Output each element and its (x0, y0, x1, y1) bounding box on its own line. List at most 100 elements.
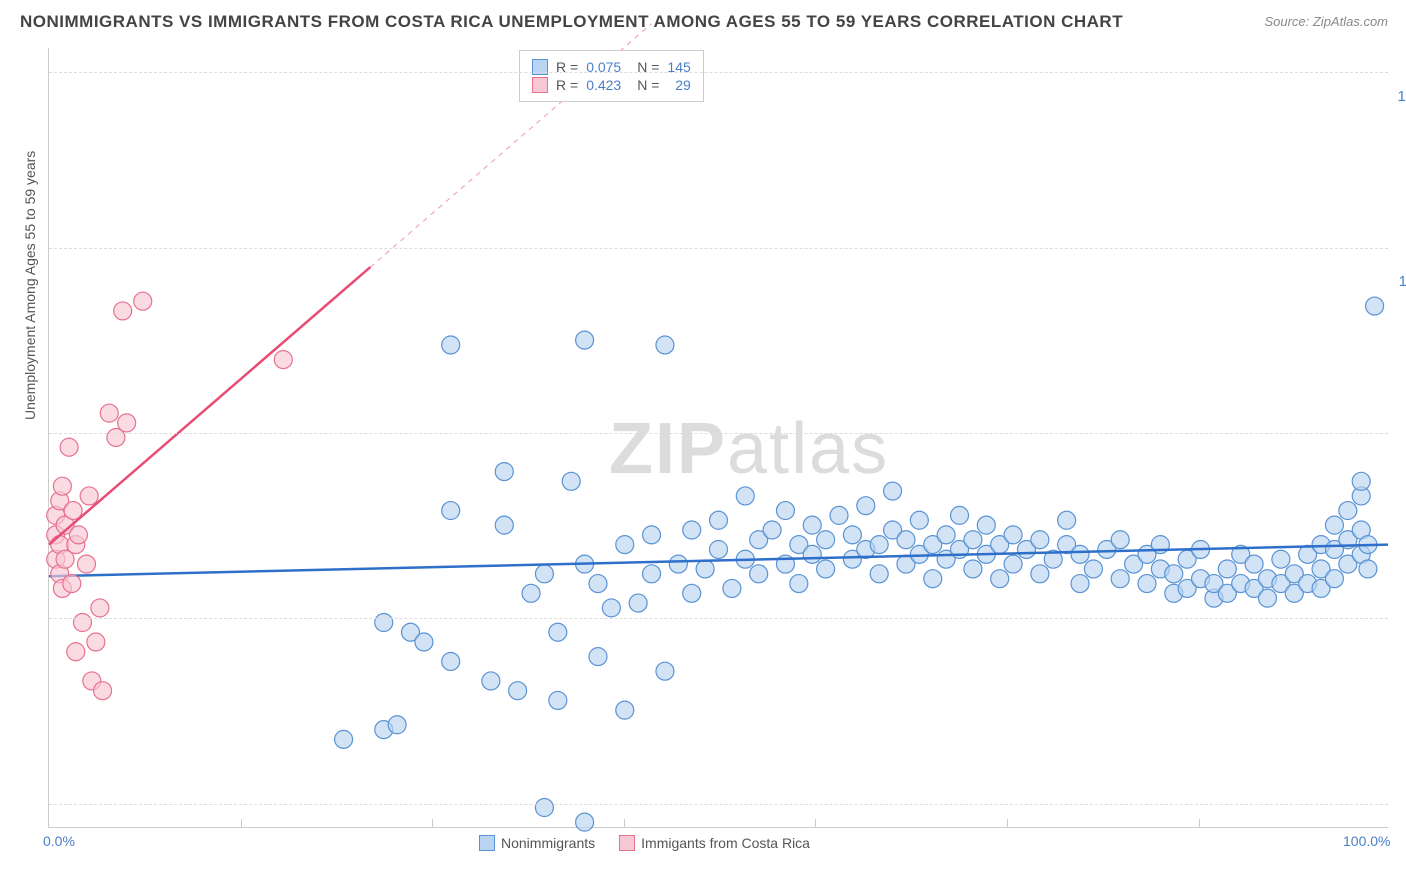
data-point (335, 730, 353, 748)
data-point (576, 331, 594, 349)
data-point (817, 560, 835, 578)
series-legend: Nonimmigrants Immigants from Costa Rica (479, 835, 810, 851)
data-point (589, 648, 607, 666)
data-point (442, 652, 460, 670)
data-point (629, 594, 647, 612)
data-point (1031, 565, 1049, 583)
data-point (790, 575, 808, 593)
data-point (1111, 570, 1129, 588)
chart-plot-area: ZIPatlas R =0.075N =145R =0.423N = 29 No… (48, 48, 1388, 828)
data-point (616, 701, 634, 719)
data-point (80, 487, 98, 505)
data-point (910, 511, 928, 529)
data-point (1004, 555, 1022, 573)
chart-title: NONIMMIGRANTS VS IMMIGRANTS FROM COSTA R… (20, 12, 1123, 32)
data-point (830, 506, 848, 524)
data-point (1138, 575, 1156, 593)
grid-tick-vertical (815, 819, 816, 827)
scatter-plot-svg (49, 48, 1388, 827)
grid-tick-vertical (1199, 819, 1200, 827)
data-point (602, 599, 620, 617)
data-point (388, 716, 406, 734)
legend-n-label: N = (637, 77, 659, 93)
data-point (1165, 565, 1183, 583)
data-point (870, 565, 888, 583)
data-point (522, 584, 540, 602)
legend-swatch (619, 835, 635, 851)
data-point (549, 691, 567, 709)
data-point (1258, 589, 1276, 607)
data-point (884, 482, 902, 500)
legend-swatch (532, 77, 548, 93)
grid-line-horizontal (49, 248, 1388, 249)
data-point (274, 351, 292, 369)
data-point (669, 555, 687, 573)
legend-item: Immigants from Costa Rica (619, 835, 810, 851)
data-point (562, 472, 580, 490)
legend-n-value: 29 (667, 77, 690, 93)
data-point (776, 502, 794, 520)
data-point (87, 633, 105, 651)
data-point (495, 516, 513, 534)
data-point (710, 511, 728, 529)
data-point (723, 579, 741, 597)
data-point (495, 463, 513, 481)
data-point (69, 526, 87, 544)
legend-swatch (479, 835, 495, 851)
grid-tick-vertical (241, 819, 242, 827)
legend-label: Immigants from Costa Rica (641, 835, 810, 851)
x-tick-label: 100.0% (1343, 833, 1390, 849)
data-point (442, 336, 460, 354)
data-point (656, 662, 674, 680)
data-point (535, 565, 553, 583)
data-point (73, 614, 91, 632)
data-point (924, 570, 942, 588)
data-point (1004, 526, 1022, 544)
data-point (857, 497, 875, 515)
data-point (442, 502, 460, 520)
legend-item: Nonimmigrants (479, 835, 595, 851)
data-point (53, 477, 71, 495)
data-point (63, 575, 81, 593)
data-point (1325, 516, 1343, 534)
data-point (1366, 297, 1384, 315)
data-point (1352, 472, 1370, 490)
grid-line-horizontal (49, 804, 1388, 805)
data-point (118, 414, 136, 432)
data-point (964, 560, 982, 578)
grid-tick-vertical (432, 819, 433, 827)
grid-tick-vertical (624, 819, 625, 827)
data-point (964, 531, 982, 549)
data-point (656, 336, 674, 354)
data-point (643, 565, 661, 583)
legend-r-value: 0.423 (586, 77, 621, 93)
data-point (482, 672, 500, 690)
data-point (91, 599, 109, 617)
data-point (977, 516, 995, 534)
data-point (870, 536, 888, 554)
data-point (951, 506, 969, 524)
data-point (94, 682, 112, 700)
data-point (1031, 531, 1049, 549)
data-point (616, 536, 634, 554)
x-tick-label: 0.0% (43, 833, 75, 849)
source-attribution: Source: ZipAtlas.com (1264, 14, 1388, 29)
data-point (375, 614, 393, 632)
correlation-legend: R =0.075N =145R =0.423N = 29 (519, 50, 704, 102)
data-point (67, 643, 85, 661)
data-point (549, 623, 567, 641)
y-axis-label: Unemployment Among Ages 55 to 59 years (22, 151, 38, 420)
legend-label: Nonimmigrants (501, 835, 595, 851)
data-point (937, 526, 955, 544)
data-point (1245, 555, 1263, 573)
grid-line-horizontal (49, 72, 1388, 73)
trend-line (49, 267, 370, 545)
data-point (1339, 502, 1357, 520)
data-point (77, 555, 95, 573)
data-point (1058, 511, 1076, 529)
data-point (803, 516, 821, 534)
data-point (1071, 575, 1089, 593)
data-point (1218, 560, 1236, 578)
data-point (576, 813, 594, 831)
legend-r-label: R = (556, 77, 578, 93)
